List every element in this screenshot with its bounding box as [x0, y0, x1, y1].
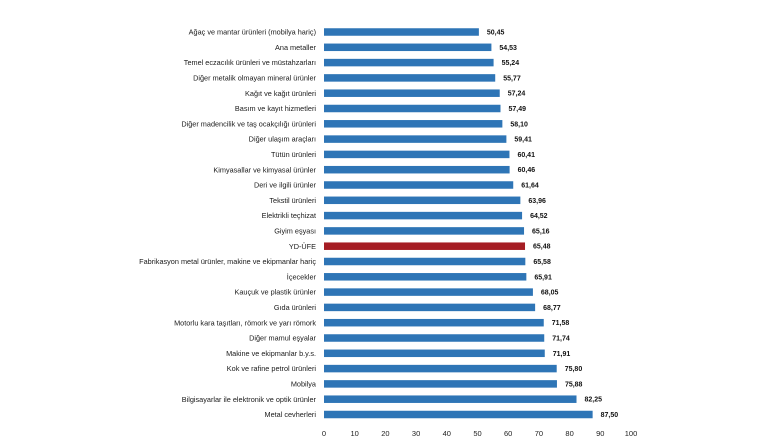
category-label: Temel eczacılık ürünleri ve müstahzarlar… [184, 58, 316, 67]
category-label: Tütün ürünleri [271, 150, 316, 159]
x-tick-label: 50 [473, 429, 481, 438]
x-tick-label: 90 [596, 429, 604, 438]
x-tick-label: 80 [565, 429, 573, 438]
category-label: Kağıt ve kağıt ürünleri [245, 89, 316, 98]
category-label: Tekstil ürünleri [269, 196, 316, 205]
value-label: 75,80 [565, 366, 583, 373]
category-label: Fabrikasyon metal ürünler, makine ve eki… [139, 257, 316, 266]
value-label: 65,48 [533, 244, 551, 251]
category-label: İçecekler [287, 272, 317, 281]
value-label: 55,77 [503, 75, 521, 82]
bar [324, 89, 500, 97]
bar [324, 135, 507, 143]
bar [324, 288, 533, 296]
x-tick-label: 30 [412, 429, 420, 438]
category-label: Giyim eşyası [274, 227, 316, 236]
bar [324, 211, 523, 220]
category-label: Ana metaller [275, 43, 317, 52]
category-label: Bilgisayarlar ile elektronik ve optik ür… [182, 395, 317, 404]
value-label: 65,91 [534, 274, 552, 281]
bars [324, 28, 593, 419]
x-axis-tick-labels: 0 10 20 30 40 50 60 70 80 90 100 [322, 429, 637, 438]
x-tick-label: 20 [381, 429, 389, 438]
value-label: 59,41 [514, 137, 532, 144]
bar [324, 303, 536, 312]
bar [324, 227, 525, 235]
x-tick-label: 100 [625, 429, 638, 438]
category-label: Gıda ürünleri [274, 303, 317, 312]
value-label: 71,91 [553, 351, 571, 358]
value-label: 50,45 [487, 30, 505, 37]
x-tick-label: 0 [322, 429, 326, 438]
value-labels: 50,45 54,53 55,24 55,77 57,24 57,49 58,10 59,41… [487, 30, 618, 420]
value-label: 58,10 [510, 121, 528, 128]
value-label: 71,74 [552, 336, 570, 343]
x-tick-label: 60 [504, 429, 512, 438]
x-tick-label: 70 [535, 429, 543, 438]
category-label: Basım ve kayıt hizmetleri [235, 104, 316, 113]
category-label: Diğer metalik olmayan mineral ürünler [193, 74, 316, 83]
category-label: Deri ve ilgili ürünler [254, 181, 317, 190]
bar [324, 150, 510, 159]
category-label: Motorlu kara taşıtları, römork ve yarı r… [174, 318, 316, 327]
value-label: 82,25 [585, 397, 603, 404]
bar [324, 395, 577, 403]
value-label: 68,05 [541, 290, 559, 297]
value-label: 87,50 [601, 412, 619, 419]
value-label: 63,96 [528, 198, 546, 205]
value-label: 57,24 [508, 91, 526, 98]
bar [324, 43, 492, 52]
bar [324, 334, 545, 342]
value-label: 61,64 [521, 183, 539, 190]
value-label: 60,41 [517, 152, 535, 159]
bar [324, 120, 503, 128]
bar [324, 257, 526, 266]
value-label: 75,88 [565, 381, 583, 388]
bar [324, 196, 521, 205]
bar [324, 410, 593, 419]
category-label: YD-ÜFE [289, 242, 316, 251]
value-label: 55,24 [502, 60, 520, 67]
category-label: Diğer madencilik ve taş ocakçılığı ürünl… [181, 119, 316, 128]
value-label: 71,58 [552, 320, 570, 327]
bar [324, 74, 496, 82]
x-tick-label: 10 [351, 429, 359, 438]
value-label: 60,46 [518, 167, 536, 174]
category-label: Makine ve ekipmanlar b.y.s. [226, 349, 316, 358]
value-label: 65,58 [533, 259, 551, 266]
value-label: 68,77 [543, 305, 561, 312]
bar [324, 349, 545, 358]
category-label: Ağaç ve mantar ürünleri (mobilya hariç) [189, 28, 316, 37]
bar [324, 58, 494, 67]
category-label: Metal cevherleri [264, 410, 316, 419]
bar [324, 273, 527, 281]
bar [324, 364, 557, 373]
value-label: 65,16 [532, 228, 550, 235]
category-label: Diğer mamul eşyalar [249, 334, 316, 343]
highlight-bar [324, 242, 526, 250]
bar [324, 181, 514, 189]
category-label: Mobilya [291, 380, 317, 389]
bar [324, 28, 479, 36]
value-label: 54,53 [499, 45, 517, 52]
category-label: Kimyasallar ve kimyasal ürünler [213, 165, 316, 174]
category-label: Elektrikli teçhizat [262, 211, 316, 220]
bar [324, 380, 557, 388]
bar [324, 318, 544, 327]
category-label: Kok ve rafine petrol ürünleri [227, 364, 317, 373]
bar [324, 165, 510, 174]
category-label: Kauçuk ve plastik ürünler [234, 288, 316, 297]
category-label: Diğer ulaşım araçları [249, 135, 316, 144]
value-label: 57,49 [508, 106, 526, 113]
bar [324, 104, 501, 113]
category-labels: Ağaç ve mantar ürünleri (mobilya hariç) A… [139, 28, 317, 420]
x-tick-label: 40 [443, 429, 451, 438]
value-label: 64,52 [530, 213, 548, 220]
